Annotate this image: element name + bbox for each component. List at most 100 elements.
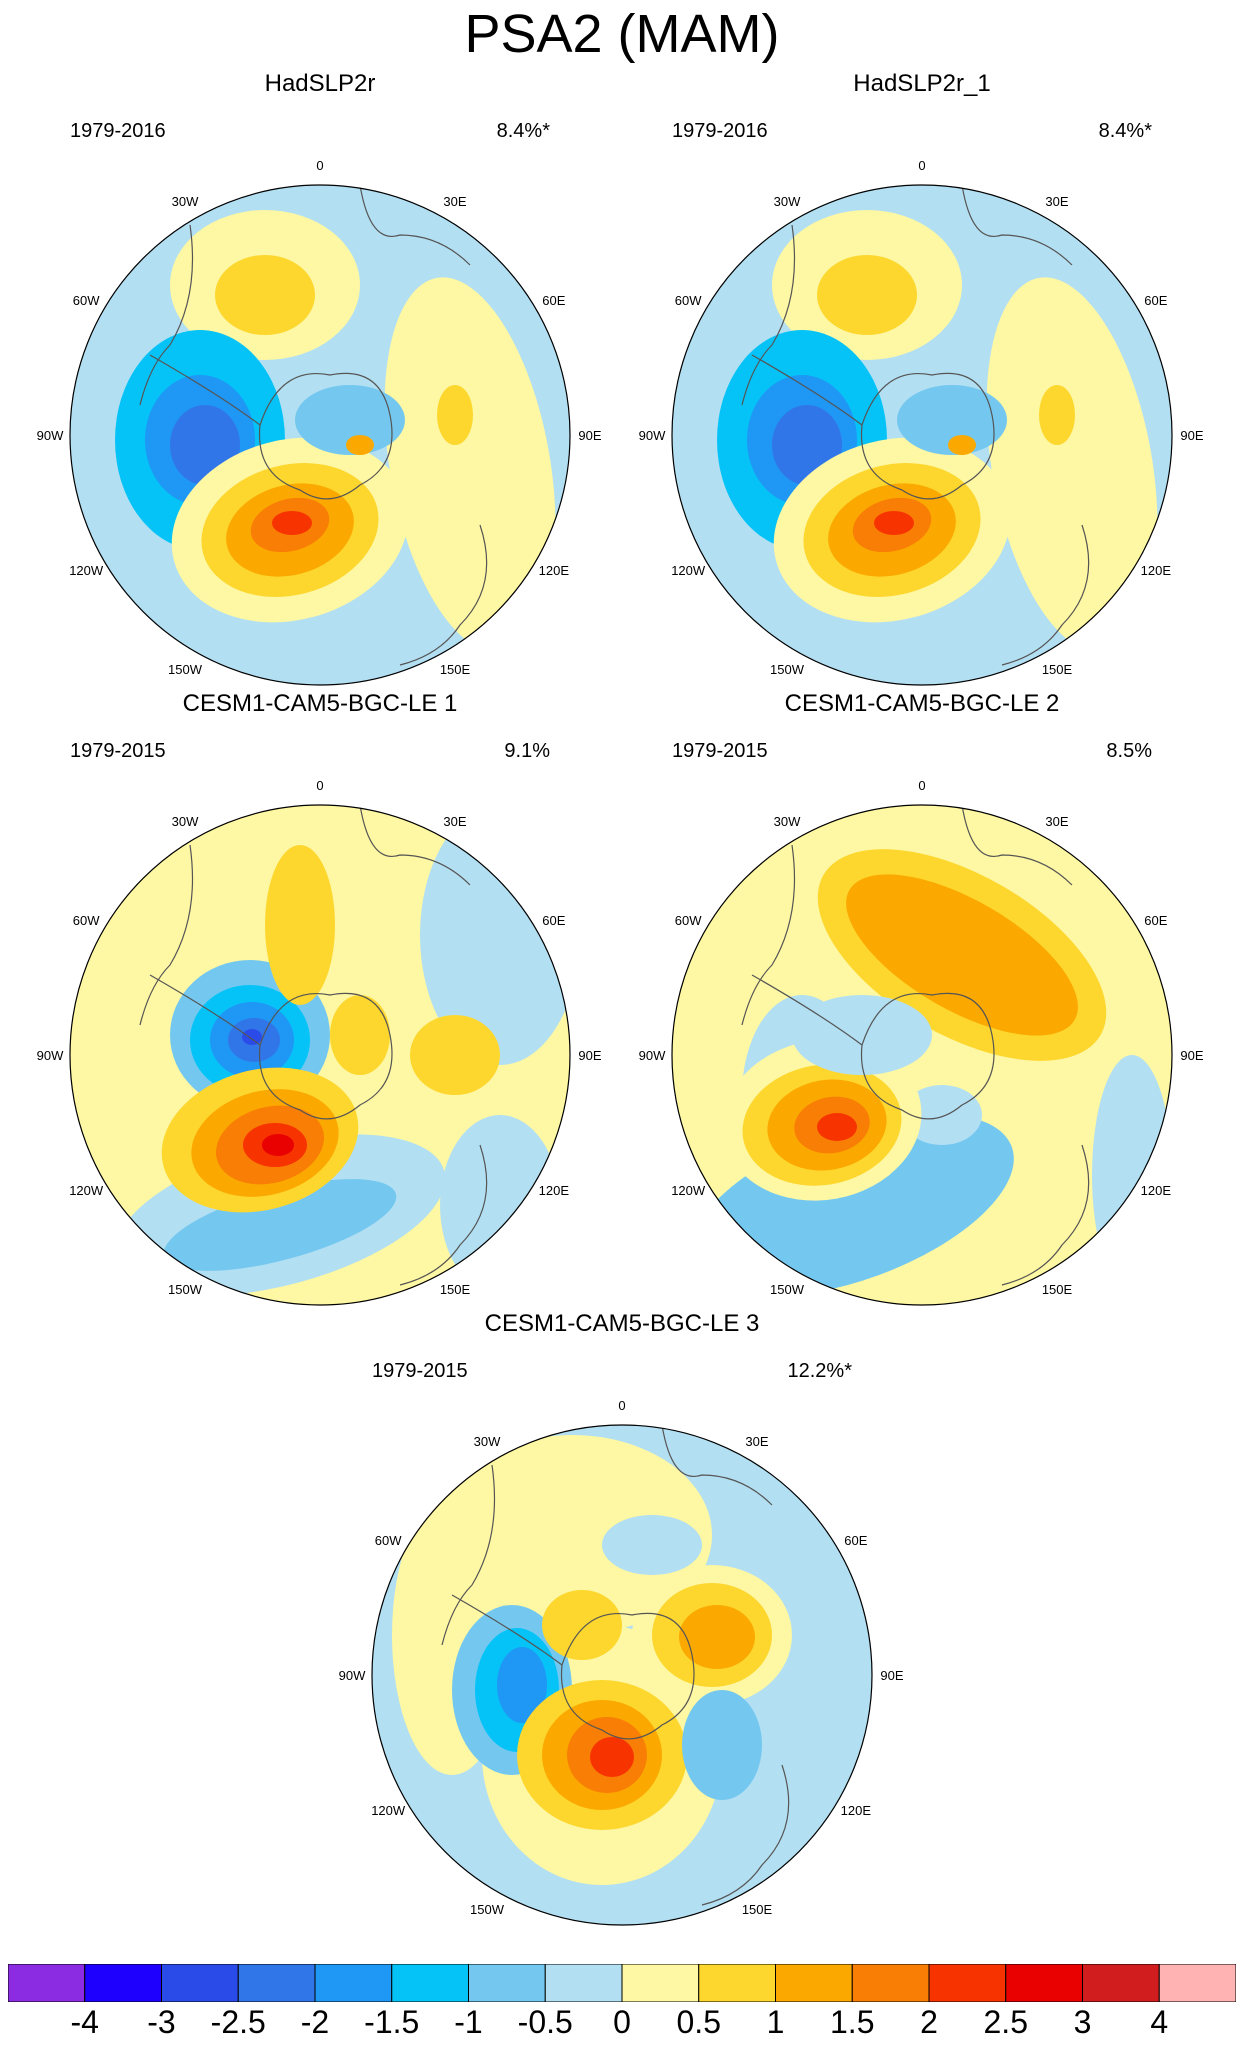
- contour-region: [295, 385, 405, 455]
- contour-region: [440, 1115, 560, 1295]
- longitude-label: 0: [316, 778, 323, 793]
- longitude-label: 30W: [172, 194, 199, 209]
- antarctica-coastline: [258, 992, 393, 1120]
- panel-title: CESM1-CAM5-BGC-LE 1: [182, 690, 458, 717]
- colorbar-swatch: [84, 1964, 162, 2002]
- longitude-label: 60E: [542, 293, 565, 308]
- longitude-label: 90E: [1180, 1048, 1203, 1063]
- contour-region: [817, 255, 917, 335]
- longitude-label: 150W: [770, 1282, 805, 1297]
- polar-map: 030E60E90E120E150E180150W120W90W60W30W: [37, 158, 602, 686]
- longitude-label: 90E: [578, 428, 601, 443]
- colorbar-swatch: [8, 1964, 86, 2002]
- polar-map: 030E60E90E120E150E180150W120W90W60W30W: [639, 778, 1204, 1306]
- colorbar-swatch: [237, 1964, 316, 2002]
- longitude-label: 60W: [675, 913, 702, 928]
- contour-region: [265, 845, 335, 1005]
- south-america-coastline: [741, 224, 796, 406]
- contour-region: [437, 385, 473, 445]
- longitude-label: 120W: [69, 1183, 104, 1198]
- longitude-label: 30E: [443, 194, 466, 209]
- longitude-label: 120W: [371, 1803, 406, 1818]
- longitude-label: 150E: [1042, 1282, 1073, 1297]
- colorbar-tick-label: -0.5: [517, 2004, 573, 2040]
- australia-coastline: [399, 1144, 488, 1286]
- colorbar-swatch: [928, 1964, 1007, 2002]
- polar-map: 030E60E90E120E150E180150W120W90W60W30W: [37, 778, 602, 1306]
- contour-region: [410, 1015, 500, 1095]
- contour-region: [1092, 1055, 1172, 1295]
- longitude-label: 150W: [470, 1902, 505, 1917]
- longitude-label: 90W: [37, 1048, 64, 1063]
- contour-region: [897, 385, 1007, 455]
- map-panel-cesm-le-2: 030E60E90E120E150E180150W120W90W60W30W C…: [612, 690, 1232, 1310]
- panel-period: 1979-2015: [372, 1360, 468, 1382]
- africa-coastline: [359, 185, 471, 266]
- contour-region: [602, 1515, 702, 1575]
- longitude-label: 60E: [844, 1533, 867, 1548]
- antarctic-peninsula-outline: [149, 974, 261, 1046]
- colorbar-tick-label: -1.5: [364, 2004, 420, 2040]
- colorbar-swatch: [1082, 1964, 1160, 2002]
- longitude-label: 30W: [774, 194, 801, 209]
- colorbar-swatch: [544, 1964, 623, 2002]
- contour-region: [163, 1179, 397, 1271]
- longitude-label: 120W: [671, 1183, 706, 1198]
- colorbar-swatch: [698, 1964, 776, 2002]
- south-america-coastline: [139, 844, 194, 1026]
- longitude-label: 60E: [542, 913, 565, 928]
- panel-explained-variance: 8.4%*: [1098, 120, 1152, 142]
- longitude-label: 30W: [474, 1434, 501, 1449]
- australia-coastline: [701, 1764, 790, 1906]
- longitude-label: 90E: [1180, 428, 1203, 443]
- australia-coastline: [1001, 1144, 1090, 1286]
- longitude-label: 30W: [172, 814, 199, 829]
- longitude-label: 90W: [37, 428, 64, 443]
- south-america-coastline: [741, 844, 796, 1026]
- contour-region: [690, 1113, 1014, 1297]
- longitude-label: 60W: [73, 293, 100, 308]
- contour-region: [384, 277, 556, 653]
- longitude-label: 0: [618, 1398, 625, 1413]
- figure-title: PSA2 (MAM): [464, 4, 780, 64]
- colorbar: [8, 1964, 1236, 2002]
- contour-region: [542, 1590, 622, 1660]
- contour-region: [986, 277, 1158, 653]
- colorbar-tick-label: 0: [613, 2004, 631, 2040]
- contour-region: [846, 874, 1078, 1036]
- contour-region: [590, 1737, 634, 1777]
- longitude-label: 60W: [675, 293, 702, 308]
- colorbar-tick-label: 2.5: [983, 2004, 1028, 2040]
- colorbar-swatch: [468, 1964, 546, 2002]
- contour-region: [497, 1647, 547, 1723]
- polar-map: 030E60E90E120E150E180150W120W90W60W30W: [339, 1398, 904, 1926]
- longitude-label: 90E: [578, 1048, 601, 1063]
- longitude-label: 60E: [1144, 293, 1167, 308]
- colorbar-swatch: [1005, 1964, 1083, 2002]
- contour-region: [948, 435, 976, 455]
- colorbar-tick-label: 2: [920, 2004, 938, 2040]
- longitude-label: 150W: [770, 662, 805, 677]
- longitude-label: 150W: [168, 662, 203, 677]
- antarctic-peninsula-outline: [751, 974, 863, 1046]
- contour-region: [682, 1690, 762, 1800]
- africa-coastline: [661, 1425, 773, 1506]
- panel-period: 1979-2015: [70, 740, 166, 762]
- longitude-label: 60W: [73, 913, 100, 928]
- longitude-label: 0: [918, 158, 925, 173]
- south-america-coastline: [139, 224, 194, 406]
- anomaly-field: [672, 185, 1172, 685]
- australia-coastline: [399, 524, 488, 666]
- contour-region: [792, 995, 932, 1075]
- longitude-label: 30W: [774, 814, 801, 829]
- colorbar-tick-label: 0.5: [676, 2004, 721, 2040]
- longitude-label: 150E: [1042, 662, 1073, 677]
- anomaly-field: [372, 1425, 872, 1925]
- antarctica-coastline: [560, 1612, 695, 1740]
- longitude-label: 90W: [639, 1048, 666, 1063]
- longitude-label: 120W: [671, 563, 706, 578]
- map-panel-hadslp2r: 030E60E90E120E150E180150W120W90W60W30W H…: [10, 70, 630, 690]
- longitude-label: 150E: [440, 662, 471, 677]
- map-boundary: [671, 804, 1173, 1306]
- longitude-label: 150W: [168, 1282, 203, 1297]
